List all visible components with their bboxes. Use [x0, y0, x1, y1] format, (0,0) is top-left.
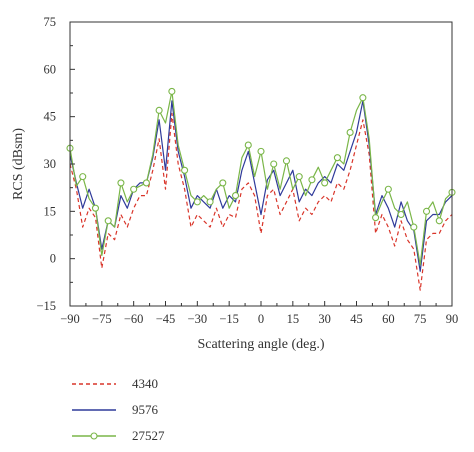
series-point-27527: [422, 207, 431, 215]
series-line-27527: [69, 90, 453, 266]
x-axis-label: Scattering angle (deg.): [197, 337, 324, 352]
series-point-27527: [295, 173, 303, 181]
legend-marker-3: [90, 432, 98, 440]
plot-frame: [69, 21, 453, 307]
x-tick-label: −75: [92, 312, 112, 326]
x-tick-label: 15: [287, 312, 300, 326]
series-point-27527: [117, 179, 125, 187]
x-tick-label: −90: [60, 312, 80, 326]
x-tick-label: −45: [156, 312, 176, 326]
x-tick-label: −60: [124, 312, 144, 326]
series-point-27527: [244, 141, 252, 149]
series-point-27527: [282, 157, 291, 165]
legend: 4340 9576 27527: [72, 376, 165, 443]
legend-item-2: 9576: [72, 402, 159, 417]
legend-item-1: 4340: [72, 376, 158, 391]
series-point-27527: [142, 179, 150, 187]
series-point-27527: [410, 223, 418, 231]
x-tick-label: −15: [219, 312, 239, 326]
y-axis: −15 0 15 30 45 60 75: [36, 15, 75, 313]
series-point-27527: [206, 198, 214, 206]
x-tick-label: 45: [350, 312, 363, 326]
series-point-27527: [219, 179, 227, 187]
x-tick-label: 0: [258, 312, 264, 326]
y-tick-label: 60: [44, 62, 57, 76]
series-point-27527: [384, 185, 392, 193]
series-point-27527: [193, 198, 201, 206]
series-point-27527: [130, 185, 138, 193]
y-tick-label: 15: [44, 204, 57, 218]
series-point-27527: [308, 176, 316, 184]
x-tick-label: 60: [382, 312, 395, 326]
series-point-27527: [231, 192, 240, 200]
legend-label-2: 9576: [132, 402, 159, 417]
x-tick-label: 30: [318, 312, 331, 326]
x-tick-label: 75: [414, 312, 427, 326]
y-axis-label: RCS (dBsm): [11, 128, 26, 200]
x-axis: −90 −75 −60 −45 −30 −15 0 15 30 45 60 75 90: [60, 301, 458, 326]
y-tick-label: 0: [50, 252, 56, 266]
y-tick-label: −15: [36, 299, 56, 313]
series-point-27527: [372, 214, 380, 222]
series-point-27527: [333, 154, 341, 162]
series-point-27527: [181, 166, 189, 174]
y-tick-label: 30: [44, 157, 57, 171]
series-point-27527: [91, 204, 100, 212]
x-tick-label: −30: [188, 312, 208, 326]
legend-label-1: 4340: [132, 376, 158, 391]
series-point-27527: [155, 106, 163, 114]
series-point-27527: [397, 210, 405, 219]
plot-series-group: [69, 90, 453, 291]
y-tick-label: 75: [44, 15, 57, 29]
plot-markers-group: [66, 87, 456, 231]
x-tick-label: 90: [446, 312, 459, 326]
legend-item-3: 27527: [72, 428, 165, 443]
y-tick-label: 45: [44, 110, 57, 124]
legend-label-3: 27527: [132, 428, 165, 443]
series-point-27527: [79, 173, 87, 181]
series-point-27527: [168, 87, 176, 95]
series-point-27527: [346, 128, 354, 136]
series-point-27527: [435, 217, 443, 225]
series-point-27527: [104, 217, 112, 225]
series-point-27527: [270, 160, 278, 168]
series-point-27527: [257, 147, 265, 155]
series-point-27527: [359, 94, 367, 102]
series-point-27527: [321, 179, 329, 187]
